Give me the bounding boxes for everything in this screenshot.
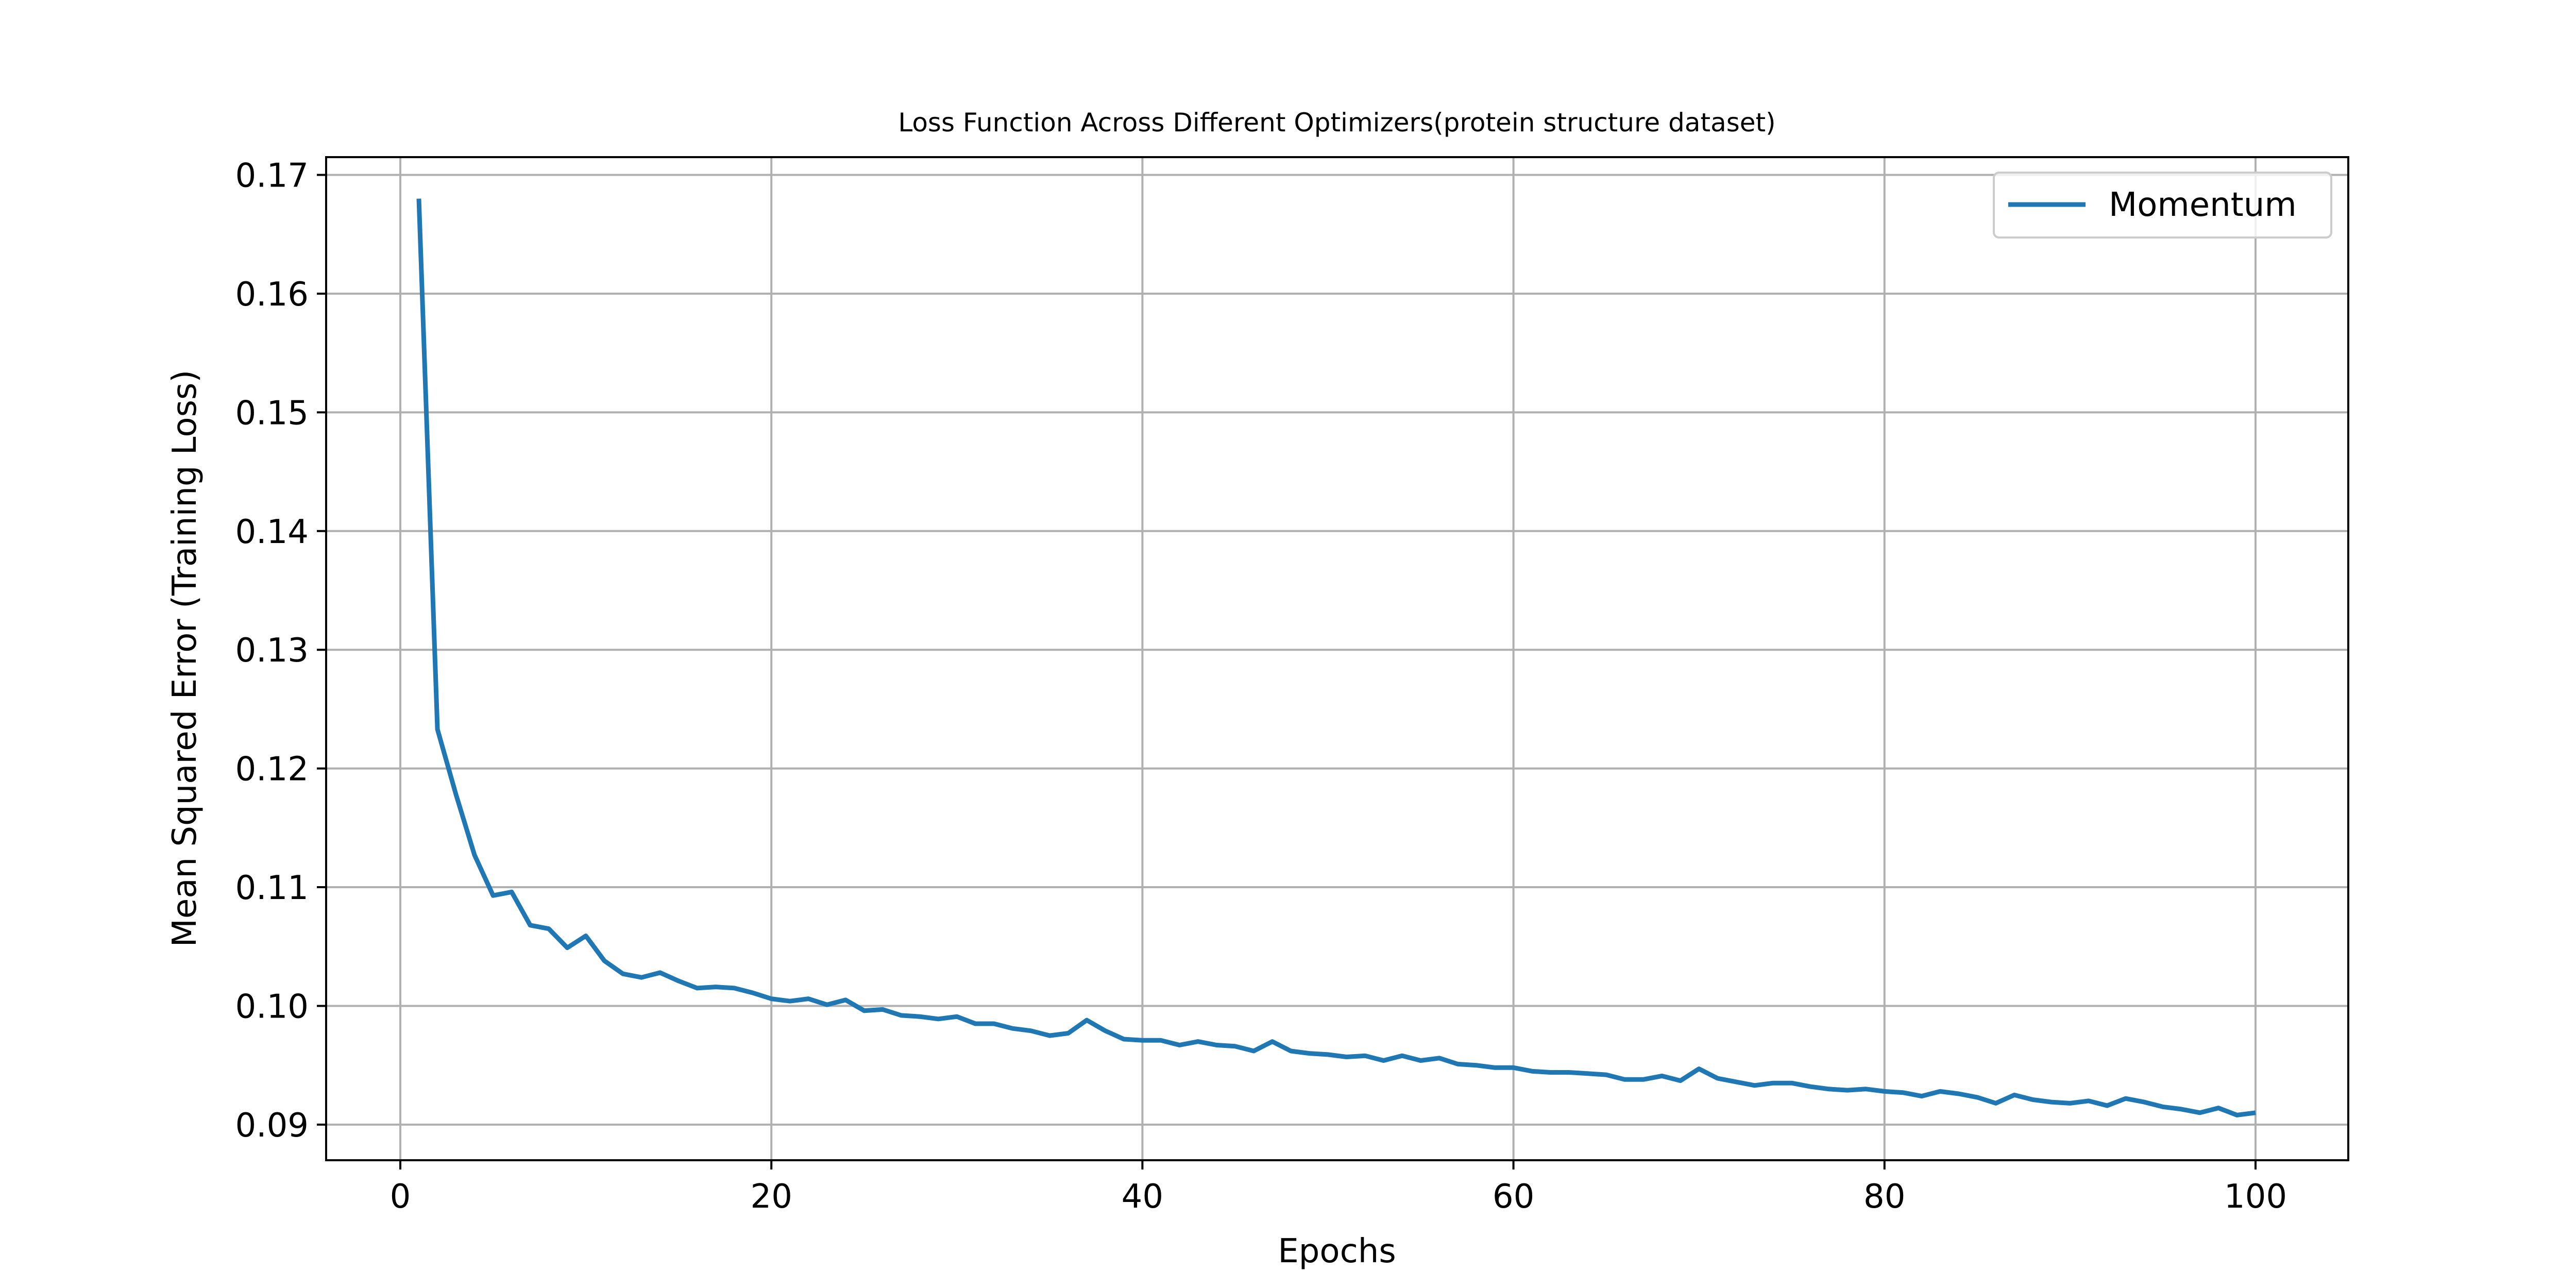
legend-box [1993, 172, 2332, 239]
legend-label-momentum: Momentum [2109, 186, 2297, 224]
x-tick-label: 20 [751, 1178, 792, 1216]
y-tick-label: 0.16 [235, 276, 309, 314]
series-line-momentum [416, 198, 2256, 1117]
y-axis-label: Mean Squared Error (Training Loss) [166, 370, 204, 947]
y-tick-label: 0.15 [235, 394, 309, 432]
y-tick-label: 0.10 [235, 988, 309, 1026]
series-layer [416, 198, 2256, 1117]
x-tick-label: 40 [1122, 1178, 1163, 1216]
grid-layer [326, 157, 2348, 1160]
legend: Momentum [1993, 172, 2332, 239]
y-tick-label: 0.11 [235, 869, 309, 907]
y-tick-label: 0.13 [235, 632, 309, 670]
plot-frame [325, 156, 2349, 1161]
chart-title: Loss Function Across Different Optimizer… [898, 108, 1775, 138]
y-tick-label: 0.14 [235, 513, 309, 551]
y-tick-label: 0.12 [235, 751, 309, 789]
y-tick-label: 0.17 [235, 157, 309, 195]
x-axis-label: Epochs [1278, 1232, 1396, 1270]
x-tick-label: 60 [1493, 1178, 1534, 1216]
x-tick-label: 0 [390, 1178, 411, 1216]
x-tick-label: 100 [2224, 1178, 2287, 1216]
tick-layer: 0 20 40 60 80 100 0.09 0.10 0.11 0.12 0.13 0.14 0.15… [235, 157, 2287, 1216]
x-tick-label: 80 [1863, 1178, 1905, 1216]
y-tick-label: 0.09 [235, 1107, 309, 1145]
